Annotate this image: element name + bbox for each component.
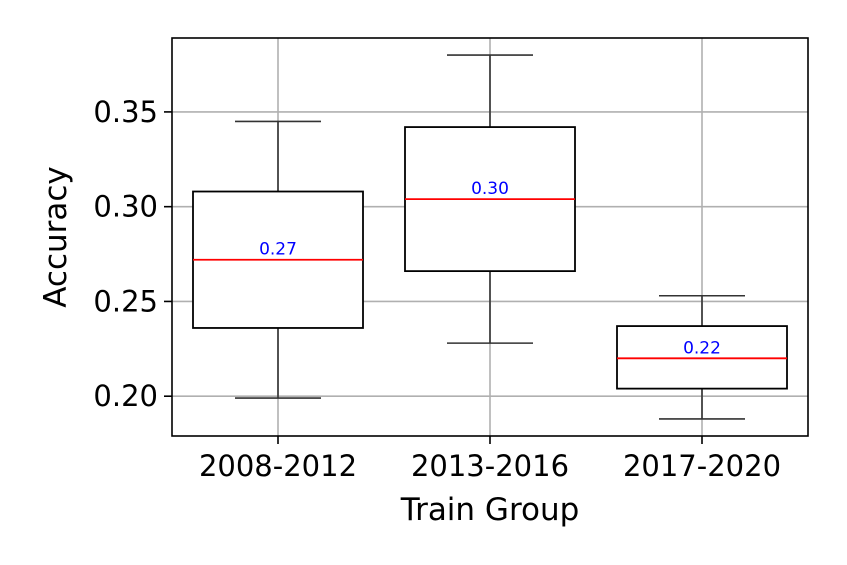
x-axis-label: Train Group [400,492,580,528]
box-group: 0.27 [192,120,364,399]
median-label: 0.22 [683,338,721,358]
y-tick-label: 0.30 [93,190,158,224]
x-tick-label: 2008-2012 [199,449,357,483]
y-axis-label: Accuracy [38,166,74,308]
x-tick-label: 2017-2020 [623,449,781,483]
x-tick-label: 2013-2016 [411,449,569,483]
box-group: 0.22 [616,294,788,420]
x-axis: 2008-2012 2013-2016 2017-2020 [199,436,781,483]
y-tick-label: 0.25 [93,284,158,318]
box-group: 0.30 [404,54,576,344]
boxes-layer: 0.27 0.30 0.22 [192,54,788,420]
y-tick-label: 0.35 [93,95,158,129]
y-tick-label: 0.20 [93,379,158,413]
median-label: 0.30 [471,179,509,199]
median-label: 0.27 [259,240,297,260]
y-axis: 0.20 0.25 0.30 0.35 [93,95,172,413]
iqr-box [616,325,788,390]
